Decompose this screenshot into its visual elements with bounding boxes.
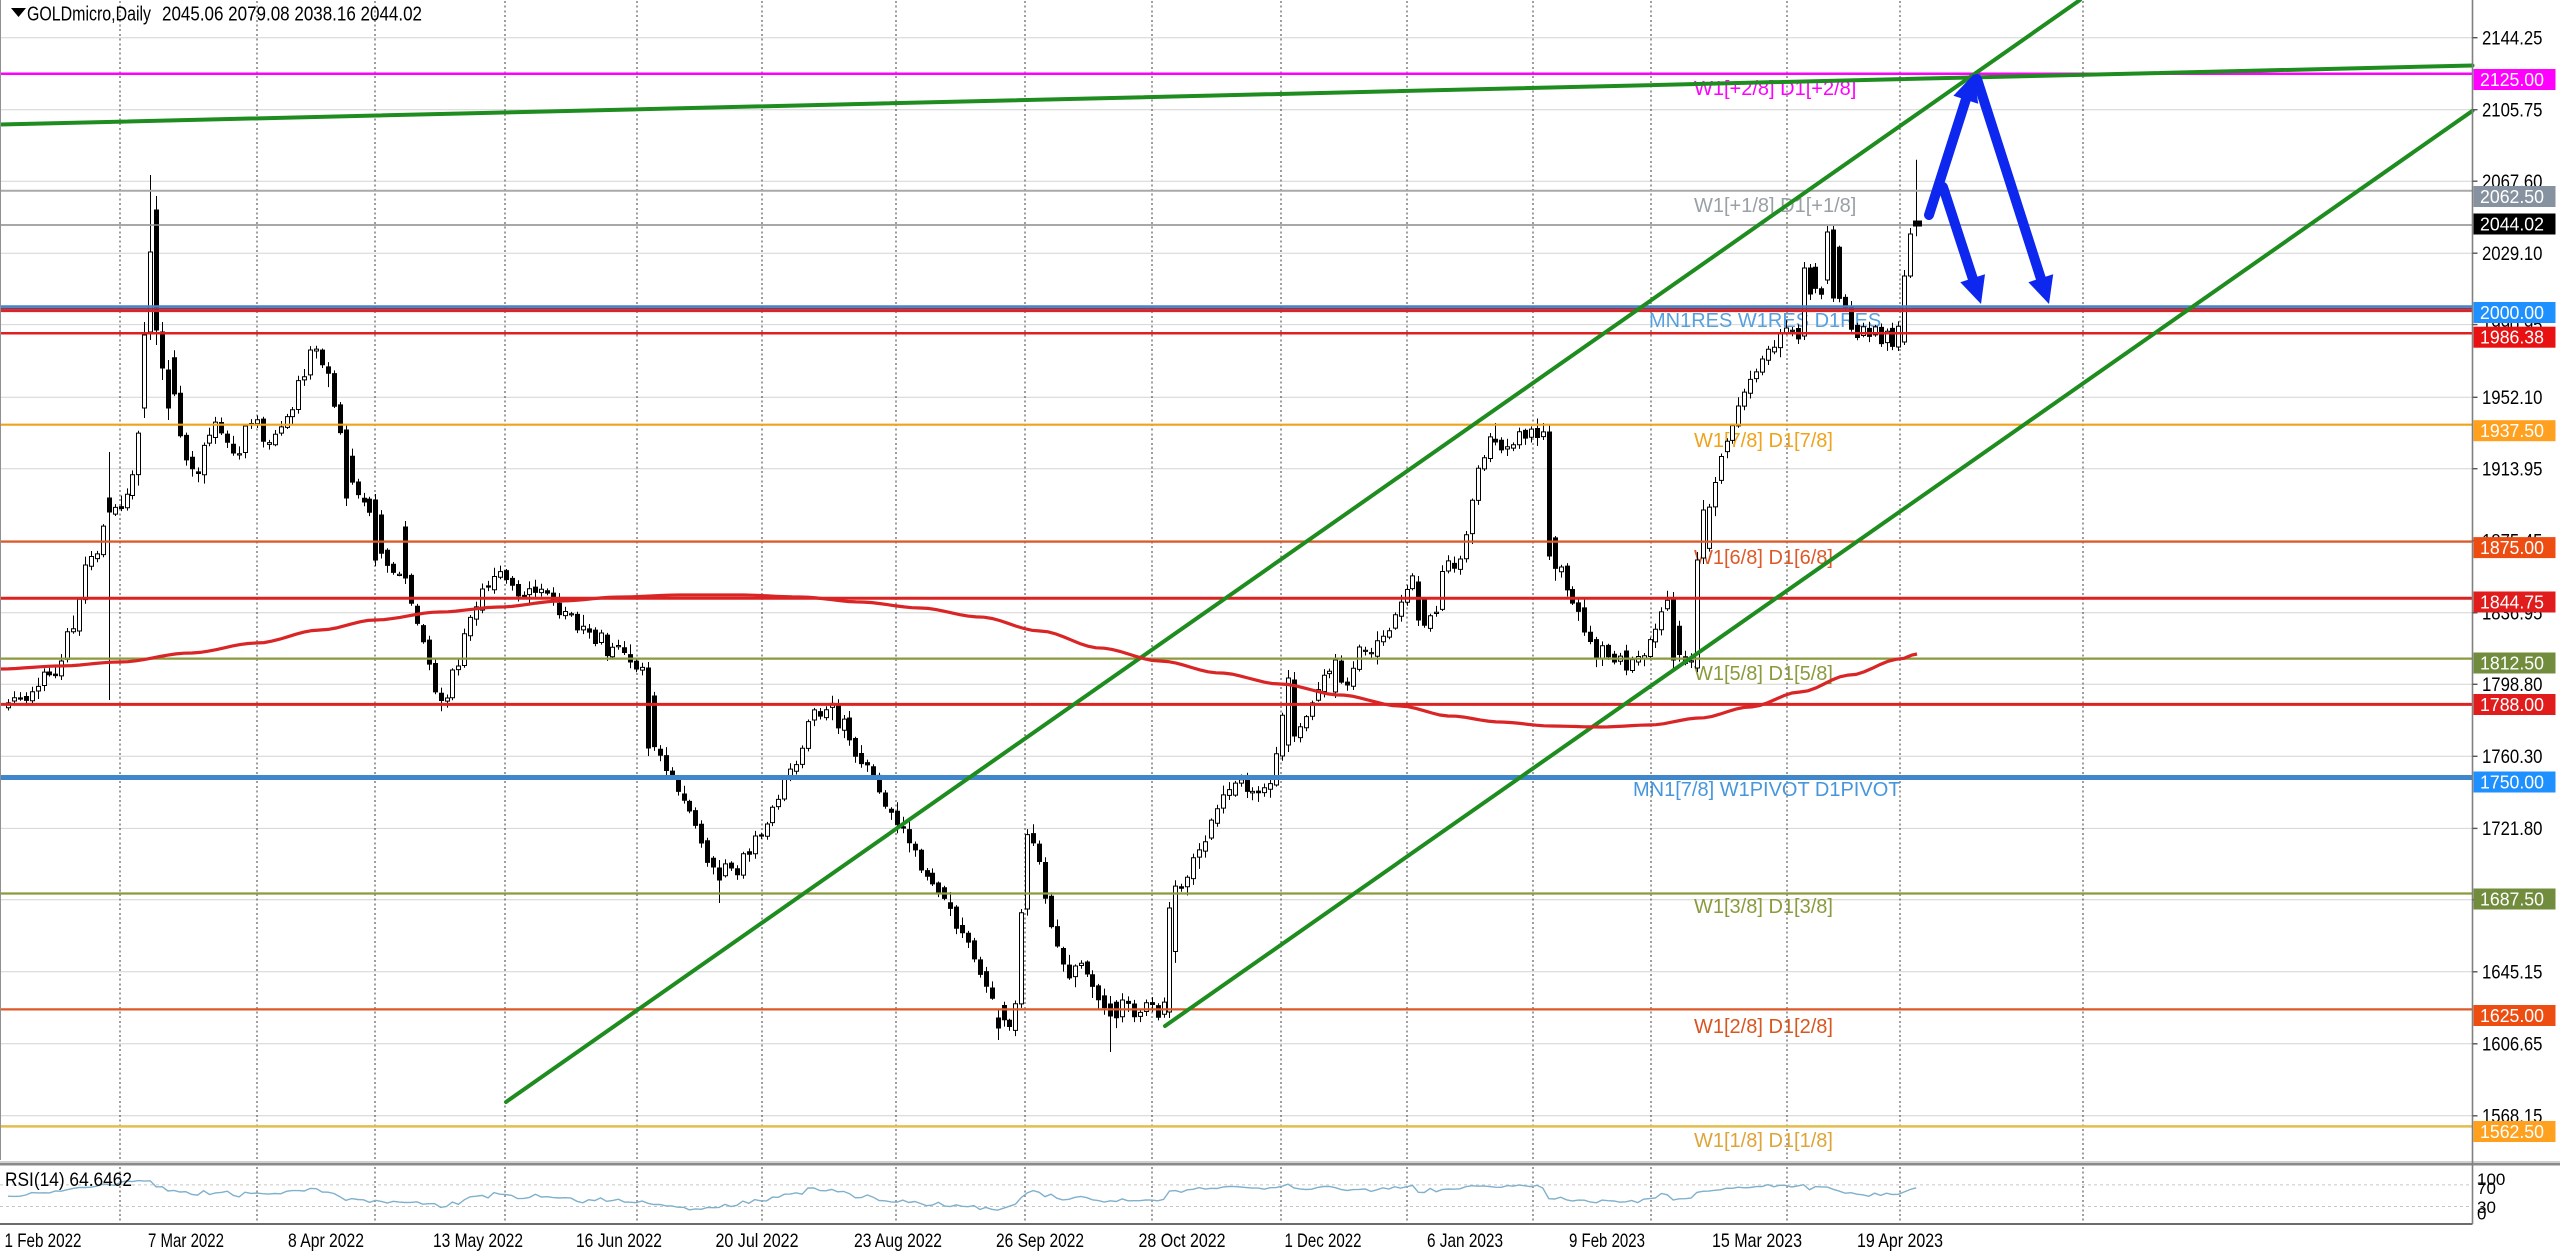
svg-text:1913.95: 1913.95 xyxy=(2482,459,2543,480)
svg-text:2044.02: 2044.02 xyxy=(2480,214,2544,234)
svg-text:1750.00: 1750.00 xyxy=(2480,772,2544,792)
svg-text:GOLDmicro,Daily: GOLDmicro,Daily xyxy=(27,4,151,26)
svg-text:W1[7/8] D1[7/8]: W1[7/8] D1[7/8] xyxy=(1694,430,1833,452)
svg-text:2144.25: 2144.25 xyxy=(2482,28,2543,49)
svg-text:1952.10: 1952.10 xyxy=(2482,388,2543,409)
svg-text:1 Dec 2022: 1 Dec 2022 xyxy=(1285,1230,1362,1252)
svg-text:7 Mar 2022: 7 Mar 2022 xyxy=(148,1230,224,1252)
svg-text:1625.00: 1625.00 xyxy=(2480,1006,2544,1026)
svg-text:W1[+1/8] D1[+1/8]: W1[+1/8] D1[+1/8] xyxy=(1694,195,1856,217)
svg-text:W1[2/8] D1[2/8]: W1[2/8] D1[2/8] xyxy=(1694,1016,1833,1038)
svg-text:13 May 2022: 13 May 2022 xyxy=(433,1230,523,1252)
svg-text:W1[5/8] D1[5/8]: W1[5/8] D1[5/8] xyxy=(1694,663,1833,685)
svg-text:2125.00: 2125.00 xyxy=(2480,70,2544,90)
svg-text:1606.65: 1606.65 xyxy=(2482,1035,2543,1056)
svg-text:15 Mar 2023: 15 Mar 2023 xyxy=(1712,1230,1802,1252)
svg-text:6 Jan 2023: 6 Jan 2023 xyxy=(1427,1230,1503,1252)
svg-text:28 Oct 2022: 28 Oct 2022 xyxy=(1139,1230,1226,1252)
svg-text:1937.50: 1937.50 xyxy=(2480,421,2544,441)
svg-text:W1[3/8] D1[3/8]: W1[3/8] D1[3/8] xyxy=(1694,896,1833,918)
svg-text:1875.00: 1875.00 xyxy=(2480,538,2544,558)
svg-text:1798.80: 1798.80 xyxy=(2482,675,2543,696)
svg-text:0: 0 xyxy=(2477,1205,2486,1224)
svg-text:RSI(14) 64.6462: RSI(14) 64.6462 xyxy=(5,1170,132,1191)
svg-text:70: 70 xyxy=(2477,1179,2496,1198)
svg-text:9 Feb 2023: 9 Feb 2023 xyxy=(1569,1230,1645,1252)
svg-text:MN1[7/8] W1PIVOT D1PIVOT: MN1[7/8] W1PIVOT D1PIVOT xyxy=(1633,779,1900,801)
svg-text:23 Aug 2022: 23 Aug 2022 xyxy=(854,1230,942,1252)
svg-text:2000.00: 2000.00 xyxy=(2480,303,2544,323)
svg-text:1 Feb 2022: 1 Feb 2022 xyxy=(5,1230,82,1252)
svg-text:100: 100 xyxy=(2477,1170,2505,1189)
svg-text:2029.10: 2029.10 xyxy=(2482,244,2543,265)
svg-text:W1[1/8] D1[1/8]: W1[1/8] D1[1/8] xyxy=(1694,1130,1833,1152)
svg-text:20 Jul 2022: 20 Jul 2022 xyxy=(716,1230,799,1252)
svg-text:1844.75: 1844.75 xyxy=(2480,592,2544,612)
svg-text:1788.00: 1788.00 xyxy=(2480,695,2544,715)
svg-text:W1[6/8] D1[6/8]: W1[6/8] D1[6/8] xyxy=(1694,547,1833,569)
svg-text:8 Apr 2022: 8 Apr 2022 xyxy=(288,1230,364,1252)
svg-text:1721.80: 1721.80 xyxy=(2482,819,2543,840)
svg-text:1760.30: 1760.30 xyxy=(2482,747,2543,768)
svg-text:30: 30 xyxy=(2477,1198,2496,1217)
svg-text:1562.50: 1562.50 xyxy=(2480,1122,2544,1142)
svg-text:2062.50: 2062.50 xyxy=(2480,187,2544,207)
svg-text:1986.38: 1986.38 xyxy=(2480,328,2544,348)
svg-text:2105.75: 2105.75 xyxy=(2482,100,2543,121)
svg-text:16 Jun 2022: 16 Jun 2022 xyxy=(576,1230,662,1252)
svg-text:26 Sep 2022: 26 Sep 2022 xyxy=(996,1230,1084,1252)
svg-text:19 Apr 2023: 19 Apr 2023 xyxy=(1857,1230,1943,1252)
svg-text:1687.50: 1687.50 xyxy=(2480,889,2544,909)
svg-text:2045.06 2079.08 2038.16 2044.0: 2045.06 2079.08 2038.16 2044.02 xyxy=(162,4,422,26)
svg-text:MN1RES W1RES D1RES: MN1RES W1RES D1RES xyxy=(1649,310,1881,332)
svg-text:1645.15: 1645.15 xyxy=(2482,963,2543,984)
svg-text:1812.50: 1812.50 xyxy=(2480,653,2544,673)
